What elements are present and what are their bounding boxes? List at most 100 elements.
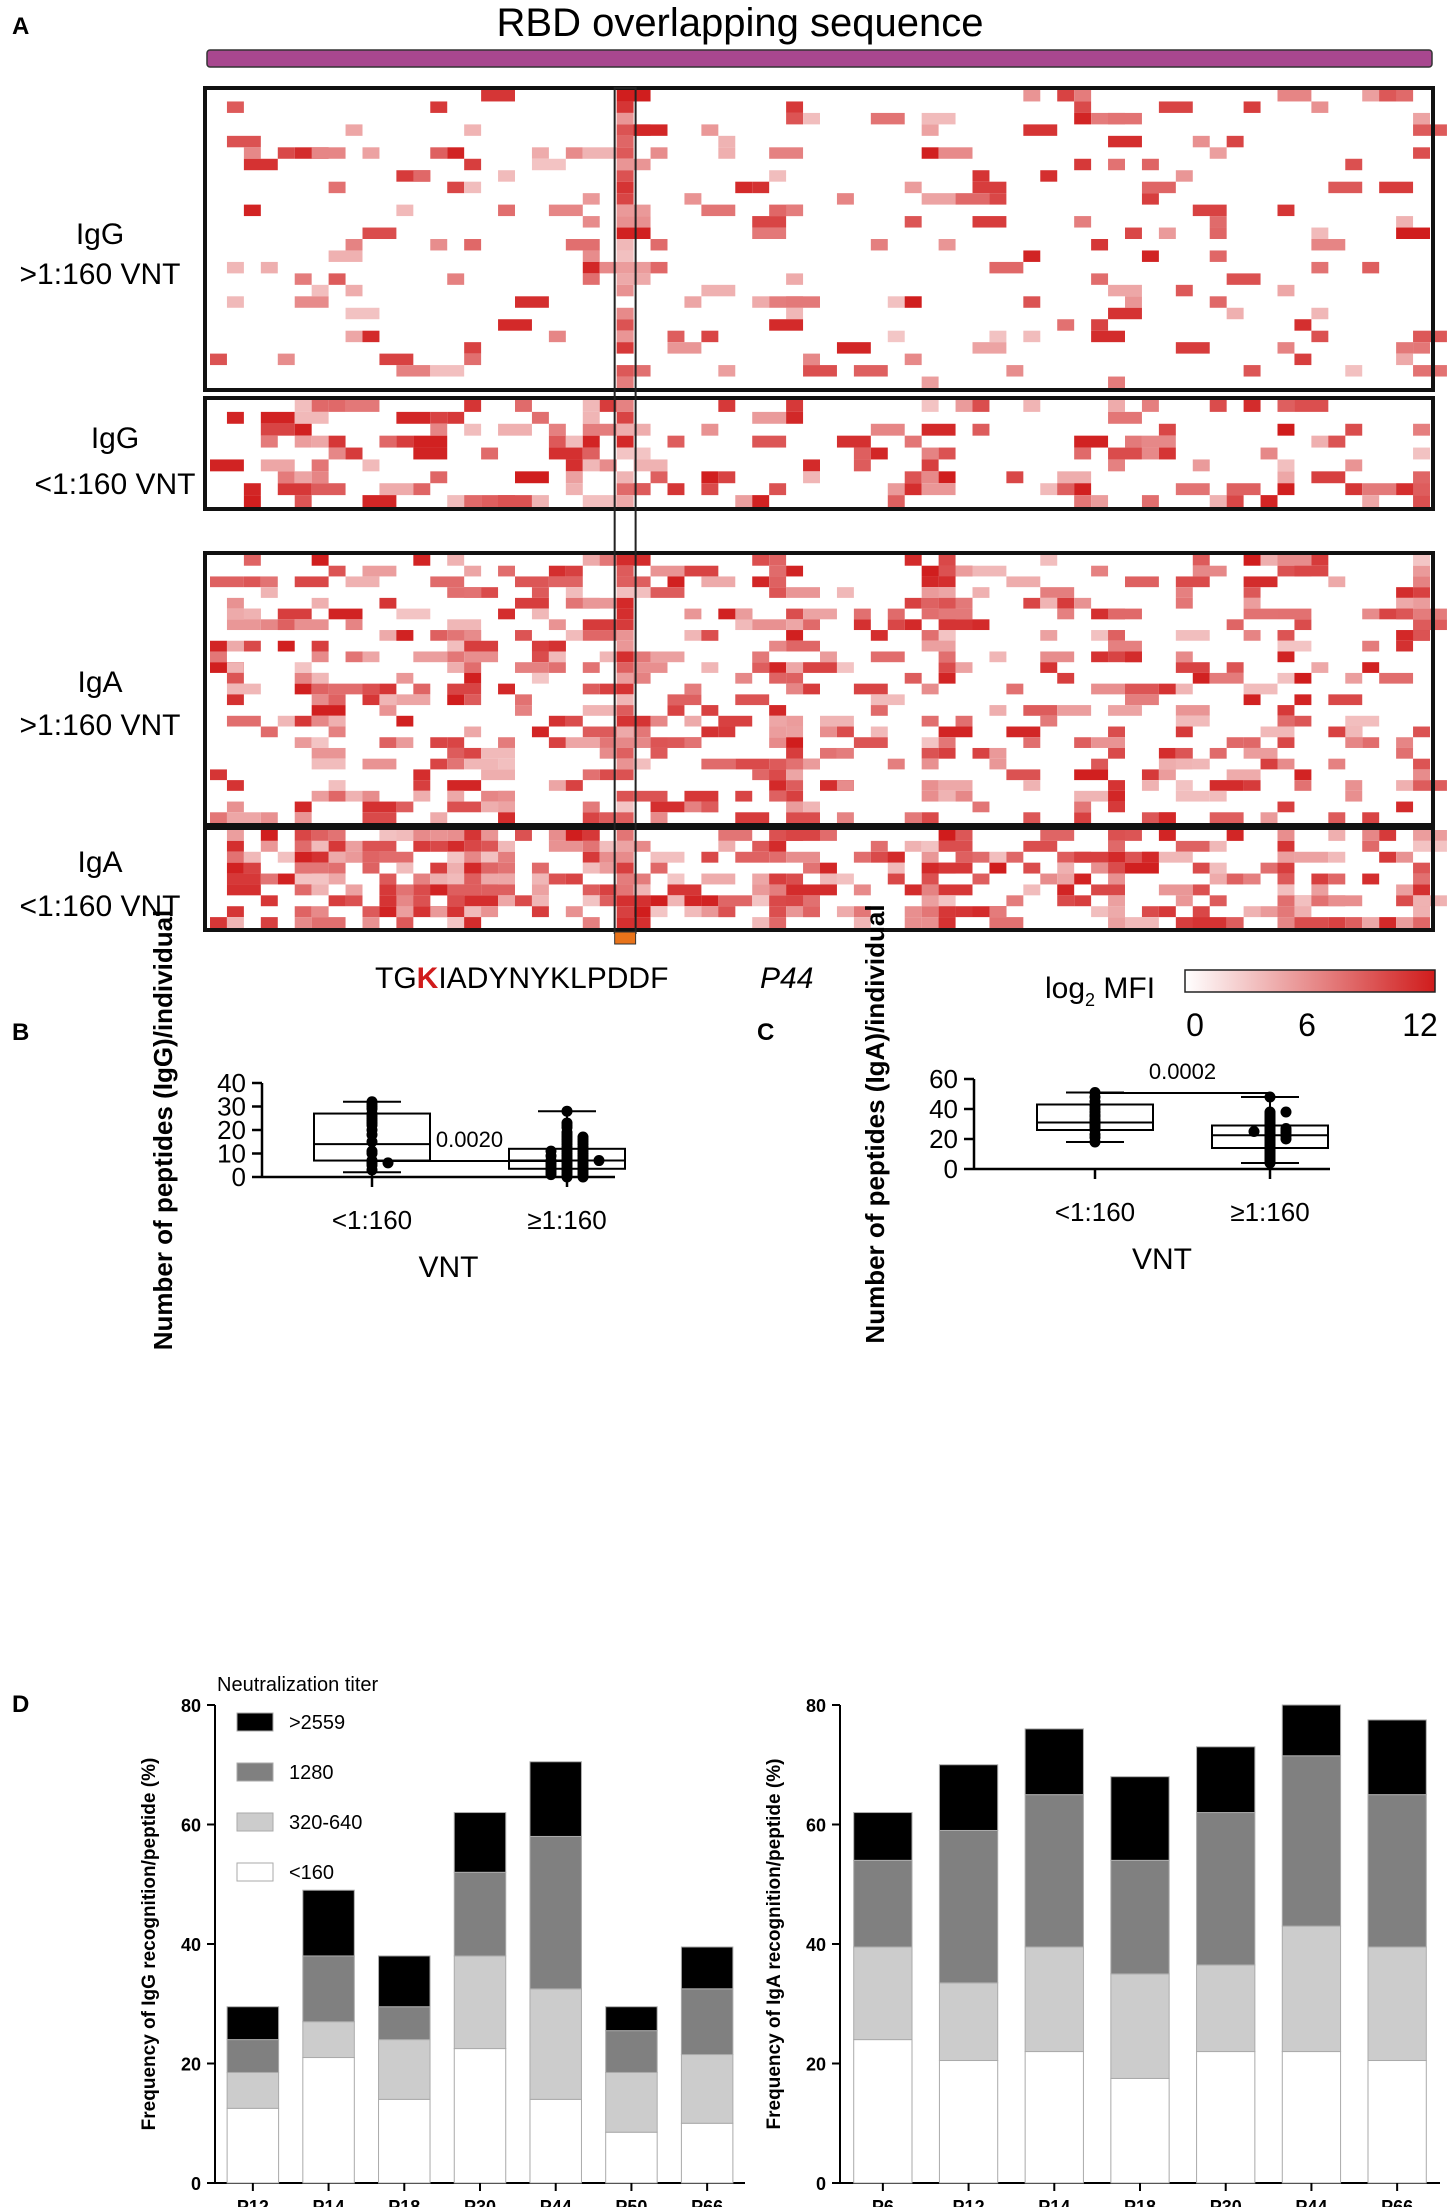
heatmap-cell (328, 780, 346, 791)
data-point (545, 1169, 557, 1181)
heatmap-cell (972, 342, 1007, 354)
heatmap-cell (803, 353, 820, 366)
heatmap-cell (464, 830, 499, 841)
heatmap-cell (616, 747, 634, 759)
heatmap-cell (362, 565, 397, 577)
heatmap-cell (210, 576, 244, 588)
heatmap-cell (345, 124, 363, 136)
heatmap-cell (582, 851, 600, 863)
heatmap-iga-high (203, 551, 1447, 827)
bar-segment (378, 2006, 431, 2041)
heatmap-cell (650, 862, 668, 874)
heatmap-block-border (203, 551, 1435, 827)
heatmap-cell (1328, 694, 1363, 706)
heatmap-cell (1413, 124, 1447, 136)
heatmap-cell (887, 330, 905, 343)
heatmap-cell (650, 906, 668, 918)
heatmap-cell (650, 147, 668, 159)
heatmap-cell (447, 147, 465, 159)
heatmap-cell (430, 630, 448, 641)
heatmap-cell (1023, 780, 1041, 791)
legend-label: 1280 (289, 1762, 334, 1784)
heatmap-cell (430, 576, 465, 588)
heatmap-cell (870, 630, 888, 641)
heatmap-cell (464, 640, 499, 652)
heatmap-cell (515, 576, 549, 588)
heatmap-cell (1294, 400, 1329, 412)
heatmap-cell (531, 906, 549, 918)
heatmap-cell (1141, 181, 1176, 194)
bar-segment (1024, 1728, 1084, 1796)
heatmap-cell (328, 715, 346, 727)
heatmap-cell (311, 737, 329, 748)
heatmap-cell (921, 447, 939, 460)
heatmap-cell (396, 672, 414, 684)
heatmap-cell (277, 353, 295, 366)
heatmap-cell (294, 619, 329, 631)
heatmap-cell (1362, 830, 1380, 841)
heatmap-cell (938, 726, 973, 738)
heatmap-cell (582, 400, 600, 412)
heatmap-cell (938, 608, 973, 620)
bar-segment (680, 1988, 734, 2056)
heatmap-cell (481, 851, 499, 863)
heatmap-cell (1345, 917, 1363, 928)
heatmap-cell (1277, 758, 1295, 770)
heatmap-cell (1108, 780, 1125, 791)
heatmap-cell (803, 906, 820, 918)
heatmap-cell (1243, 873, 1261, 885)
heatmap-block-border (203, 86, 1435, 392)
heatmap-cell (362, 906, 380, 918)
heatmap-cell (599, 683, 617, 695)
heatmap-cell (1277, 862, 1295, 874)
heatmap-cell (464, 726, 482, 738)
heatmap-cell (650, 587, 685, 598)
colorbar-tick-0: 0 (1186, 1007, 1204, 1043)
heatmap-cell (582, 683, 600, 695)
heatmap-cell (1396, 780, 1414, 791)
heatmap-cell (616, 250, 634, 262)
heatmap-cell (294, 576, 329, 588)
heatmap-cell (1057, 873, 1075, 885)
heatmap-cell (531, 411, 549, 424)
heatmap-cell (904, 840, 922, 852)
heatmap-cell (1125, 227, 1142, 239)
heatmap-cell (362, 459, 380, 472)
heatmap-cell (1413, 471, 1430, 484)
heatmap-cell (1209, 873, 1227, 885)
heatmap-cell (1074, 495, 1092, 507)
heatmap-cell (1413, 342, 1430, 354)
heatmap-cell (1294, 353, 1312, 366)
heatmap-cell (1311, 555, 1329, 566)
heatmap-cell (1362, 495, 1380, 507)
heatmap-cell (1057, 672, 1075, 684)
heatmap-cell (565, 737, 600, 748)
heatmap-cell (684, 790, 719, 802)
heatmap-cell (1175, 747, 1193, 759)
heatmap-cell (616, 630, 634, 641)
heatmap-cell (311, 758, 346, 770)
heatmap-cell (413, 435, 448, 448)
heatmap-cell (430, 411, 448, 424)
heatmap-cell (582, 193, 600, 205)
x-tick-label: <1:160 (332, 1205, 412, 1235)
heatmap-cell (1006, 683, 1024, 695)
heatmap-cell (1175, 726, 1193, 738)
heatmap-cell (616, 147, 634, 159)
heatmap-cell (972, 801, 990, 813)
heatmap-cell (633, 483, 651, 496)
heatmap-cell (786, 411, 804, 424)
data-point (561, 1105, 573, 1117)
heatmap-cell (413, 170, 431, 182)
heatmap-cell (1057, 471, 1092, 484)
heatmap-cell (836, 342, 871, 354)
data-point (1264, 1157, 1276, 1169)
heatmap-cell (820, 747, 837, 759)
heatmap-cell (1413, 555, 1430, 566)
heatmap-cell (345, 576, 380, 588)
heatmap-cell (820, 884, 837, 896)
heatmap-cell (1328, 895, 1363, 907)
heatmap-cell (769, 873, 787, 885)
heatmap-cell (938, 447, 956, 460)
heatmap-cell (786, 747, 804, 759)
